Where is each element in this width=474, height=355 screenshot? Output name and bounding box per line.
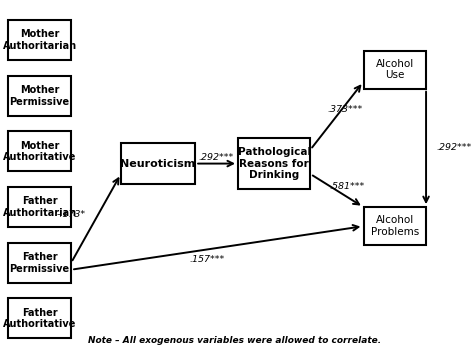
- Text: Alcohol
Problems: Alcohol Problems: [371, 215, 419, 237]
- FancyBboxPatch shape: [8, 187, 71, 227]
- Text: Pathological
Reasons for
Drinking: Pathological Reasons for Drinking: [237, 147, 311, 180]
- FancyBboxPatch shape: [8, 20, 71, 60]
- Text: .157***: .157***: [189, 255, 224, 264]
- Text: Father
Authoritarian: Father Authoritarian: [2, 196, 77, 218]
- FancyBboxPatch shape: [121, 143, 195, 185]
- FancyBboxPatch shape: [364, 50, 426, 89]
- FancyBboxPatch shape: [8, 131, 71, 171]
- Text: .581***: .581***: [330, 182, 365, 191]
- Text: Neuroticism: Neuroticism: [120, 159, 196, 169]
- Text: Father
Permissive: Father Permissive: [9, 252, 70, 274]
- Text: Father
Authoritative: Father Authoritative: [3, 307, 76, 329]
- Text: Note – All exogenous variables were allowed to correlate.: Note – All exogenous variables were allo…: [88, 336, 382, 345]
- Text: .373***: .373***: [328, 105, 363, 114]
- FancyBboxPatch shape: [364, 207, 426, 245]
- FancyBboxPatch shape: [8, 76, 71, 116]
- FancyBboxPatch shape: [238, 138, 310, 189]
- FancyBboxPatch shape: [8, 299, 71, 338]
- FancyBboxPatch shape: [8, 243, 71, 283]
- Text: Mother
Authoritarian: Mother Authoritarian: [2, 29, 77, 51]
- Text: .292***: .292***: [437, 143, 472, 152]
- Text: .292***: .292***: [199, 153, 234, 162]
- Text: Mother
Permissive: Mother Permissive: [9, 85, 70, 106]
- Text: Alcohol
Use: Alcohol Use: [376, 59, 414, 81]
- Text: Mother
Authoritative: Mother Authoritative: [3, 141, 76, 162]
- Text: -.173*: -.173*: [57, 209, 86, 219]
